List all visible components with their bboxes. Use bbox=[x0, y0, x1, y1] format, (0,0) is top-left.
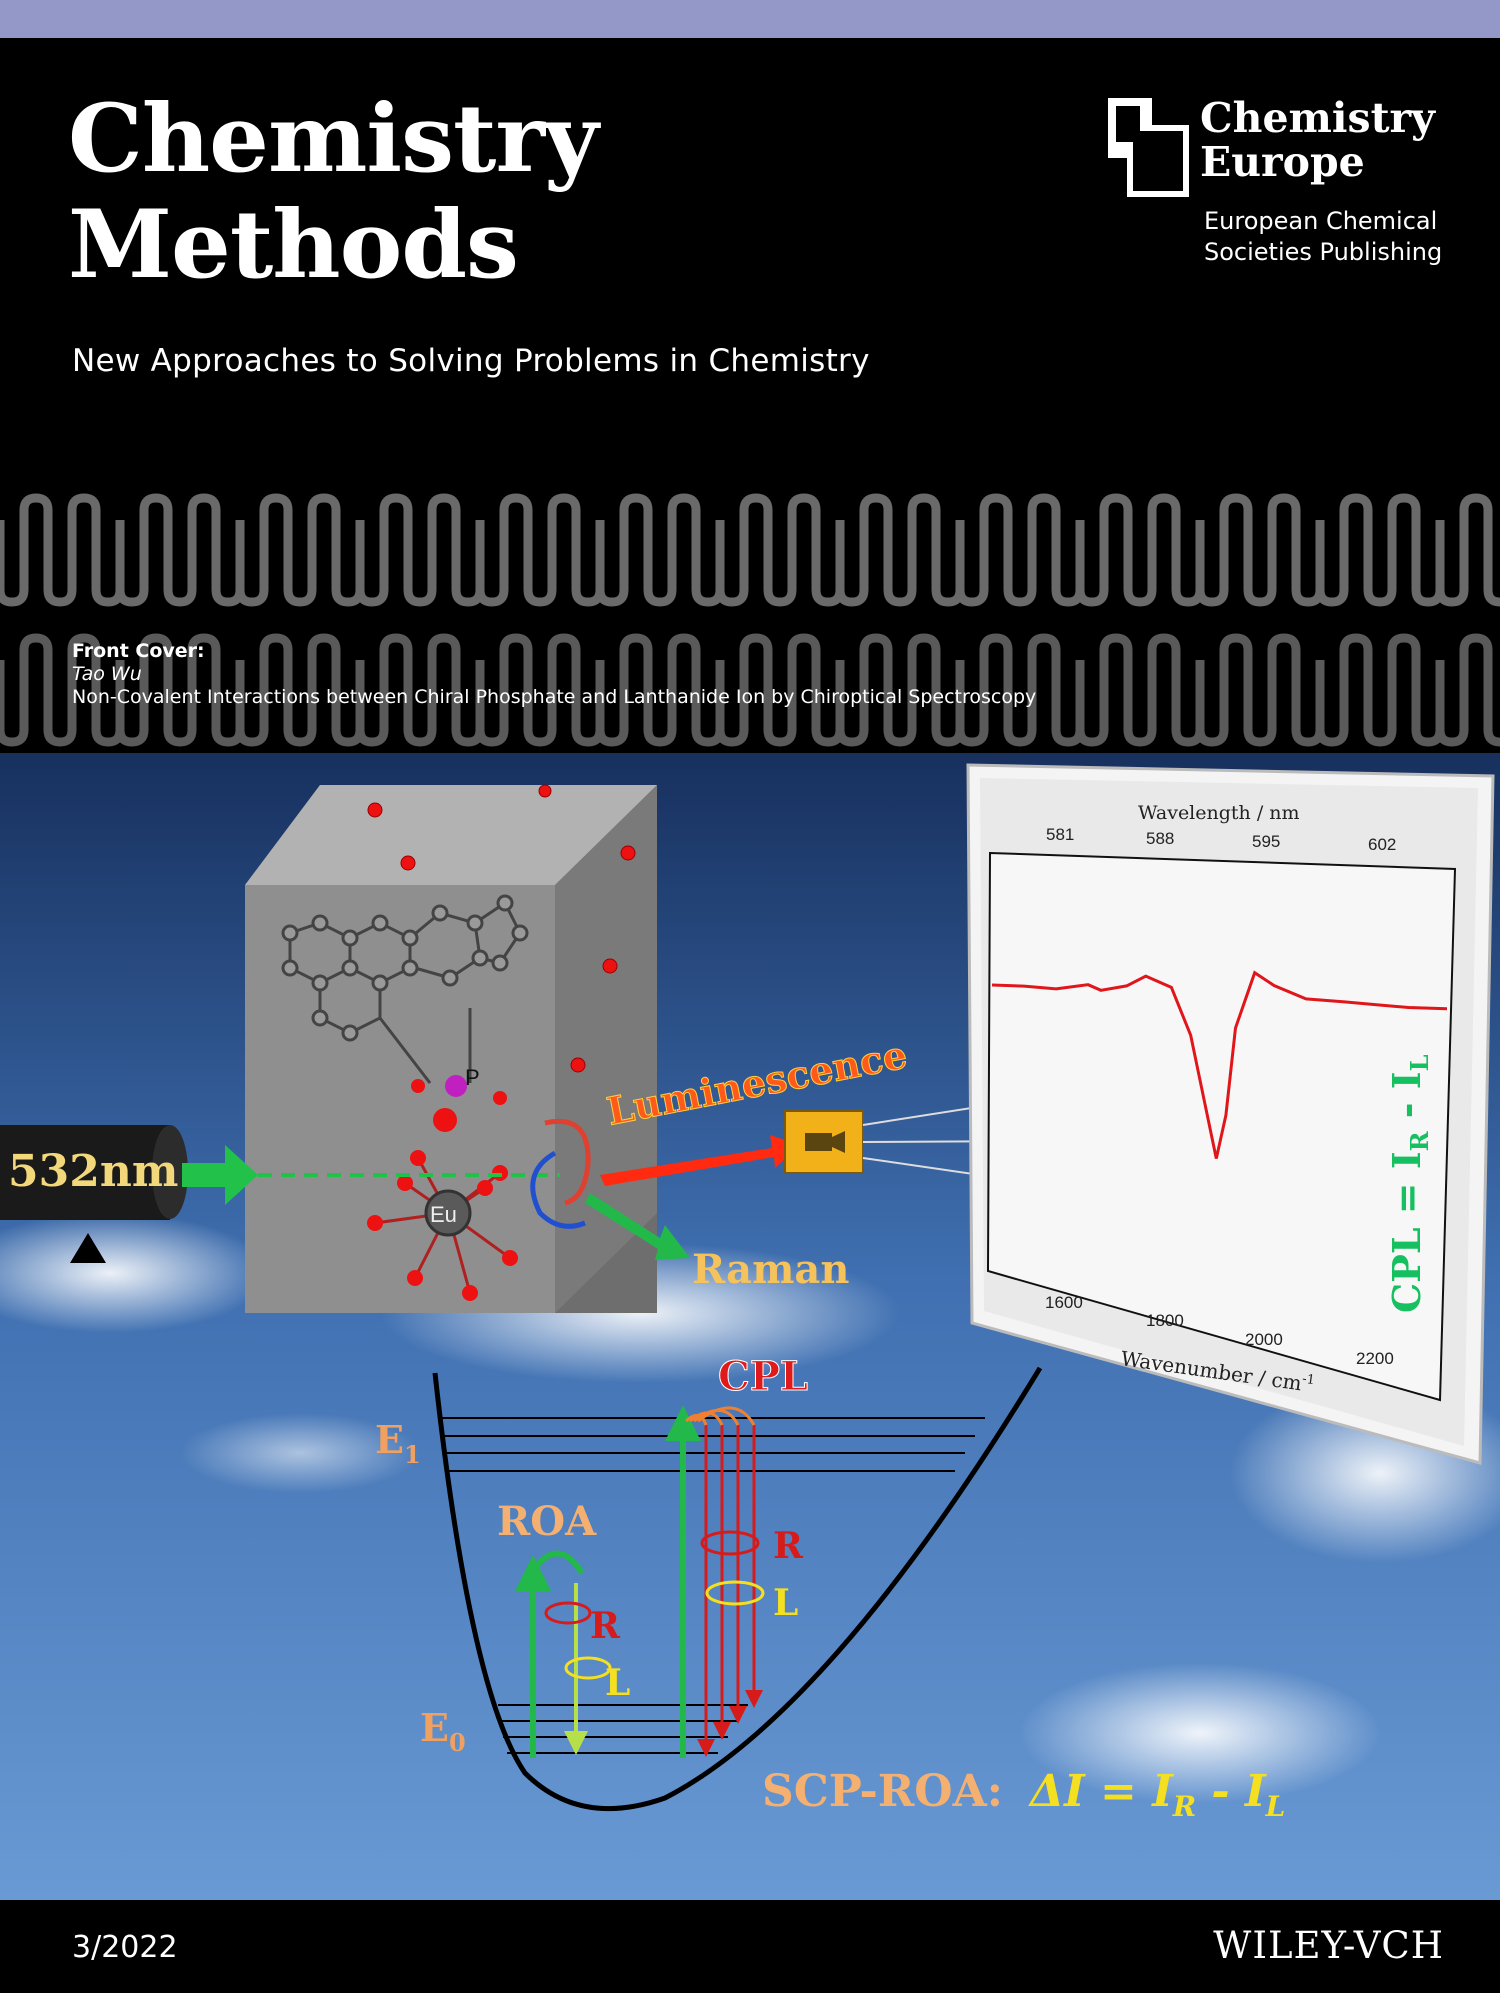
wiley-vch-logo: WILEY-VCH bbox=[1213, 1924, 1444, 1967]
publisher-name: Chemistry Europe bbox=[1200, 96, 1435, 184]
circular-polarization-icon bbox=[544, 1118, 591, 1206]
laser-device bbox=[0, 1125, 188, 1263]
raman-arrow-icon bbox=[585, 1193, 690, 1260]
atom-eu-label: Eu bbox=[430, 1202, 457, 1227]
issue-number: 3/2022 bbox=[72, 1930, 178, 1965]
cover-credits: Front Cover: Tao Wu Non-Covalent Interac… bbox=[72, 640, 1036, 709]
journal-title-line1: Chemistry bbox=[68, 84, 599, 194]
decorative-wave-pattern bbox=[0, 480, 1500, 752]
roa-r-label: R bbox=[590, 1605, 621, 1647]
cover-artwork: P Eu 532nm Luminescence bbox=[0, 753, 1500, 1900]
cpl-emission-arrows-icon bbox=[684, 1406, 763, 1757]
roa-scatter-arc-icon bbox=[530, 1550, 585, 1575]
scp-roa-label: SCP-ROA: bbox=[762, 1766, 1003, 1817]
cpl-formula-label: CPL = IR - IL bbox=[1384, 1054, 1434, 1313]
cpl-spectrum-series bbox=[991, 970, 1448, 1159]
article-title: Non-Covalent Interactions between Chiral… bbox=[72, 686, 1037, 708]
roa-l-label: L bbox=[605, 1662, 630, 1704]
cloud bbox=[1020, 1663, 1380, 1803]
luminescence-arrow-icon bbox=[600, 1135, 800, 1186]
cover-footer: 3/2022 WILEY-VCH bbox=[0, 1900, 1500, 1993]
x-tick-label: 2000 bbox=[1245, 1330, 1283, 1349]
scp-roa-formula: ΔI = IR - IL bbox=[1028, 1766, 1285, 1823]
r-polarization-icon bbox=[544, 1601, 592, 1625]
cpl-label: CPL bbox=[718, 1353, 808, 1400]
cloud bbox=[180, 1413, 420, 1493]
camera-icon bbox=[805, 1131, 845, 1153]
cpl-r-label: R bbox=[773, 1525, 804, 1567]
journal-title-line2: Methods bbox=[68, 190, 519, 300]
roa-label: ROA bbox=[497, 1498, 597, 1545]
x-tick-label: 2200 bbox=[1356, 1349, 1394, 1368]
artwork-svg: P Eu 532nm Luminescence bbox=[0, 753, 1500, 1900]
top-tick-label: 588 bbox=[1146, 829, 1174, 848]
publisher-name-line1: Chemistry bbox=[1200, 94, 1435, 142]
front-cover-label: Front Cover: bbox=[72, 640, 205, 662]
spectrum-panel bbox=[966, 763, 1495, 1465]
l-polarization-icon bbox=[564, 1656, 612, 1680]
top-tick-label: 595 bbox=[1252, 832, 1280, 851]
binaphthyl-molecule bbox=[281, 894, 529, 1084]
publisher-subtitle-line1: European Chemical bbox=[1204, 207, 1438, 235]
phosphate-group: P bbox=[411, 1065, 507, 1132]
top-color-strip bbox=[0, 0, 1500, 38]
publisher-name-line2: Europe bbox=[1200, 138, 1365, 186]
potential-well-curve bbox=[432, 1366, 1043, 1812]
publisher-subtitle: European Chemical Societies Publishing bbox=[1204, 206, 1442, 268]
cloud bbox=[0, 1213, 270, 1333]
laser-wavelength-label: 532nm bbox=[8, 1146, 178, 1197]
cpl-r-polarization-icon bbox=[700, 1530, 760, 1556]
journal-title: Chemistry Methods bbox=[68, 84, 599, 300]
raman-label: Raman bbox=[692, 1246, 849, 1293]
journal-tagline: New Approaches to Solving Problems in Ch… bbox=[72, 343, 870, 379]
spectrum-top-axis-label: Wavelength / nm bbox=[1138, 802, 1300, 824]
level-e1-label: E1 bbox=[375, 1417, 421, 1469]
publisher-block: Chemistry Europe European Chemical Socie… bbox=[1108, 96, 1448, 276]
publisher-subtitle-line2: Societies Publishing bbox=[1204, 238, 1443, 266]
level-e0-label: E0 bbox=[420, 1705, 466, 1757]
top-tick-label: 602 bbox=[1368, 835, 1396, 854]
circular-polarization-icon bbox=[530, 1150, 586, 1229]
chemistry-europe-logo-icon bbox=[1108, 98, 1189, 197]
atom-p-label: P bbox=[465, 1065, 480, 1090]
laser-beam-arrow-icon bbox=[182, 1145, 258, 1205]
top-tick-label: 581 bbox=[1046, 825, 1074, 844]
water-molecules bbox=[367, 784, 636, 1073]
cpl-l-polarization-icon bbox=[705, 1580, 765, 1606]
cpl-l-label: L bbox=[773, 1582, 798, 1624]
author-name: Tao Wu bbox=[72, 663, 142, 685]
x-tick-label: 1600 bbox=[1045, 1293, 1083, 1312]
x-tick-label: 1800 bbox=[1146, 1311, 1184, 1330]
